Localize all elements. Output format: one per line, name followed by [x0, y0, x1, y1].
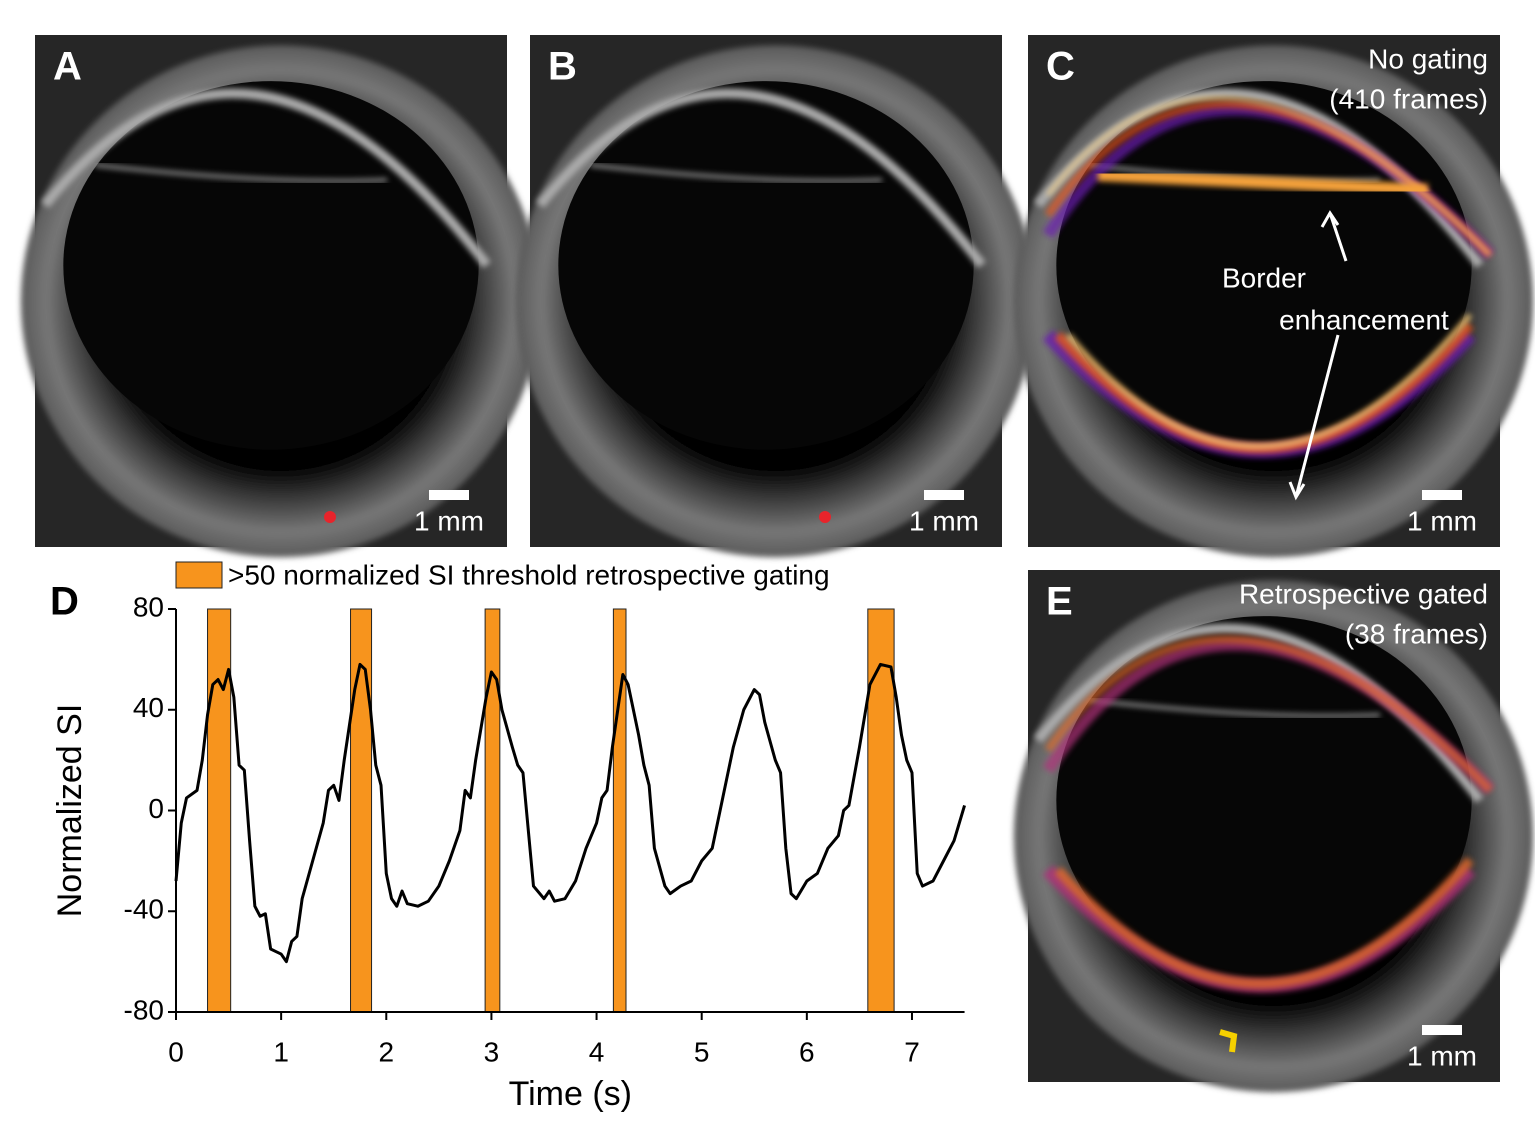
scale-bar [1422, 490, 1462, 500]
gating-band [484, 608, 501, 1013]
y-tick-label: 80 [133, 591, 164, 622]
y-tick-label: 40 [133, 692, 164, 723]
gating-band [350, 608, 373, 1013]
callout-arrow [1320, 210, 1348, 262]
scale-bar-label: 1 mm [1407, 505, 1477, 536]
gating-band [612, 608, 627, 1013]
y-tick-label: 0 [148, 793, 164, 824]
eye-cavity [558, 81, 974, 450]
gating-band [867, 608, 895, 1013]
overlay [1097, 169, 1429, 196]
annotation: Retrospective gated [1239, 578, 1488, 609]
panel-label: A [53, 45, 82, 89]
x-tick-label: 2 [378, 1036, 394, 1067]
overlay [1054, 856, 1474, 989]
x-tick-label: 1 [273, 1036, 289, 1067]
lens-line [94, 163, 388, 183]
marker-dot [324, 511, 336, 523]
y-axis-label: Normalized SI [51, 704, 89, 918]
x-axis-label: Time (s) [509, 1075, 632, 1113]
x-tick-label: 7 [904, 1036, 920, 1067]
scale-bar [1422, 1025, 1462, 1035]
scale-bar-label: 1 mm [909, 505, 979, 536]
overlay [1044, 635, 1493, 793]
y-tick-label: -80 [124, 994, 164, 1025]
x-tick-label: 5 [694, 1036, 710, 1067]
callout: Border [1222, 262, 1306, 293]
annotation: (410 frames) [1329, 83, 1488, 114]
annotation: (38 frames) [1345, 618, 1488, 649]
panel-label: B [548, 45, 577, 89]
signal-line [174, 662, 966, 964]
cornea [41, 88, 491, 269]
x-tick-label: 6 [799, 1036, 815, 1067]
x-tick-label: 4 [589, 1036, 605, 1067]
panel-label: E [1046, 580, 1073, 624]
x-tick-label: 0 [168, 1036, 184, 1067]
cornea [536, 88, 986, 269]
lens-line [589, 163, 883, 183]
panel-label: C [1046, 45, 1075, 89]
callout-arrow [1288, 334, 1340, 501]
y-tick-label: -40 [124, 894, 164, 925]
marker [1219, 1029, 1238, 1053]
eye-cavity [63, 81, 479, 450]
legend-swatch [175, 561, 223, 589]
annotation: No gating [1368, 43, 1488, 74]
scale-bar-label: 1 mm [1407, 1040, 1477, 1071]
callout: enhancement [1279, 304, 1449, 335]
lens-line [1087, 698, 1381, 718]
scale-bar [429, 490, 469, 500]
panel-label: D [50, 580, 79, 624]
x-tick-label: 3 [484, 1036, 500, 1067]
overlay [1065, 313, 1473, 449]
legend-label: >50 normalized SI threshold retrospectiv… [228, 559, 830, 590]
marker-dot [819, 511, 831, 523]
scale-bar-label: 1 mm [414, 505, 484, 536]
scale-bar [924, 490, 964, 500]
